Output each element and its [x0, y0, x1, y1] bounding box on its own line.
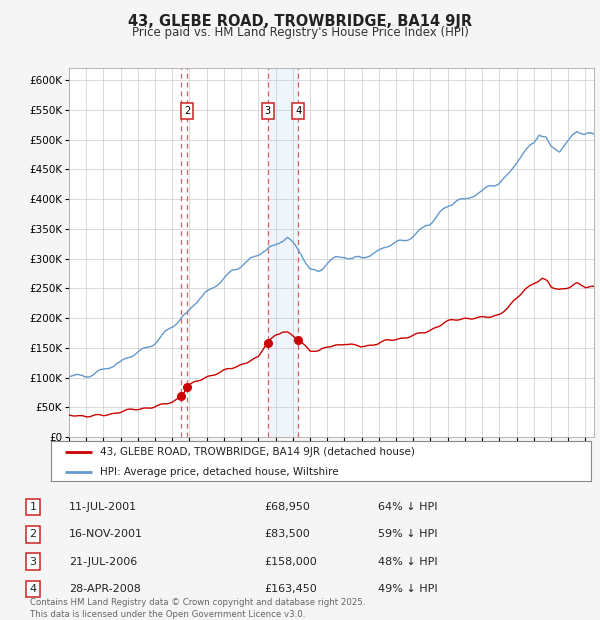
Text: 1: 1	[29, 502, 37, 512]
Text: 3: 3	[265, 106, 271, 116]
Text: 2: 2	[184, 106, 191, 116]
Text: 4: 4	[29, 584, 37, 594]
Text: 49% ↓ HPI: 49% ↓ HPI	[378, 584, 437, 594]
Text: Price paid vs. HM Land Registry's House Price Index (HPI): Price paid vs. HM Land Registry's House …	[131, 26, 469, 39]
Text: 43, GLEBE ROAD, TROWBRIDGE, BA14 9JR (detached house): 43, GLEBE ROAD, TROWBRIDGE, BA14 9JR (de…	[100, 448, 415, 458]
Text: £83,500: £83,500	[264, 529, 310, 539]
Text: 43, GLEBE ROAD, TROWBRIDGE, BA14 9JR: 43, GLEBE ROAD, TROWBRIDGE, BA14 9JR	[128, 14, 472, 29]
Text: 16-NOV-2001: 16-NOV-2001	[69, 529, 143, 539]
Text: HPI: Average price, detached house, Wiltshire: HPI: Average price, detached house, Wilt…	[100, 467, 338, 477]
Text: 4: 4	[295, 106, 301, 116]
Text: 59% ↓ HPI: 59% ↓ HPI	[378, 529, 437, 539]
Text: £68,950: £68,950	[264, 502, 310, 512]
Text: £158,000: £158,000	[264, 557, 317, 567]
Text: 48% ↓ HPI: 48% ↓ HPI	[378, 557, 437, 567]
Text: Contains HM Land Registry data © Crown copyright and database right 2025.
This d: Contains HM Land Registry data © Crown c…	[30, 598, 365, 619]
Text: 28-APR-2008: 28-APR-2008	[69, 584, 141, 594]
Text: 11-JUL-2001: 11-JUL-2001	[69, 502, 137, 512]
Text: 21-JUL-2006: 21-JUL-2006	[69, 557, 137, 567]
Bar	[268, 68, 298, 437]
Text: £163,450: £163,450	[264, 584, 317, 594]
Text: 3: 3	[29, 557, 37, 567]
Text: 2: 2	[29, 529, 37, 539]
Text: 64% ↓ HPI: 64% ↓ HPI	[378, 502, 437, 512]
